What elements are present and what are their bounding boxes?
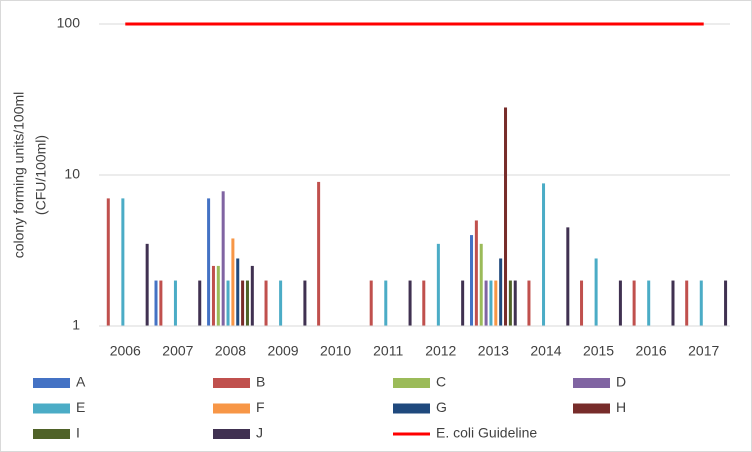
x-tick-label: 2007	[162, 343, 193, 359]
x-tick-label: 2017	[688, 343, 719, 359]
bar	[145, 243, 149, 326]
bar	[685, 280, 689, 326]
y-axis-title-line: colony forming units/100ml	[11, 92, 27, 259]
bar	[504, 107, 508, 327]
bar	[527, 280, 531, 326]
bar	[369, 280, 373, 326]
bar	[384, 280, 388, 326]
legend-swatch	[393, 378, 430, 388]
bar	[618, 280, 622, 326]
bar	[484, 280, 488, 326]
bar	[474, 220, 478, 326]
bar	[211, 265, 215, 326]
bar	[207, 198, 211, 326]
legend-swatch	[573, 378, 610, 388]
legend-label: J	[256, 425, 263, 441]
bar	[461, 280, 465, 326]
x-tick-label: 2016	[636, 343, 667, 359]
legend-label: G	[436, 399, 447, 415]
x-tick-label: 2015	[583, 343, 614, 359]
bar	[489, 280, 493, 326]
bar	[436, 243, 440, 326]
bar	[221, 191, 225, 326]
bar	[724, 280, 728, 326]
x-tick-label: 2009	[267, 343, 298, 359]
bar	[494, 280, 498, 326]
x-tick-label: 2010	[320, 343, 351, 359]
bar	[154, 280, 158, 326]
legend-swatch	[213, 403, 250, 414]
bar	[231, 238, 235, 326]
legend-swatch	[213, 378, 250, 388]
x-tick-label: 2012	[425, 343, 456, 359]
bar	[121, 198, 125, 326]
legend-label: E. coli Guideline	[436, 425, 537, 441]
legend-label: I	[76, 425, 80, 441]
bar	[470, 235, 474, 326]
bar	[236, 258, 240, 326]
bar	[264, 280, 268, 326]
bar	[159, 280, 163, 326]
bar	[508, 280, 512, 326]
bar	[580, 280, 584, 326]
bar	[647, 280, 651, 326]
legend-swatch	[213, 429, 250, 439]
bar	[245, 280, 249, 326]
bar	[198, 280, 202, 326]
legend-label: H	[616, 399, 626, 415]
x-tick-label: 2006	[110, 343, 141, 359]
legend-swatch	[33, 429, 70, 439]
legend-swatch	[33, 403, 70, 414]
bar	[699, 280, 703, 326]
bar	[317, 181, 321, 326]
bar	[479, 243, 483, 326]
y-axis-title: colony forming units/100ml (CFU/100ml)	[11, 92, 49, 259]
x-tick-label: 2011	[373, 343, 403, 359]
legend-label: F	[256, 399, 265, 415]
bar	[566, 227, 570, 326]
legend-label: B	[256, 374, 265, 390]
legend-label: E	[76, 399, 85, 415]
bar	[173, 280, 177, 326]
y-tick-label: 10	[64, 166, 80, 182]
x-tick-label: 2014	[530, 343, 561, 359]
bar	[632, 280, 636, 326]
bar	[422, 280, 426, 326]
bar	[241, 280, 245, 326]
bar	[513, 280, 517, 326]
legend-swatch	[33, 378, 70, 388]
y-tick-label: 100	[57, 15, 81, 31]
legend-swatch	[393, 403, 430, 414]
bar	[279, 280, 283, 326]
legend-label: A	[76, 374, 86, 390]
bar	[542, 183, 546, 326]
y-axis-title-line: (CFU/100ml)	[33, 135, 49, 215]
bar	[106, 198, 110, 326]
bar	[594, 258, 598, 326]
bar	[216, 265, 220, 326]
x-tick-label: 2008	[215, 343, 246, 359]
bar	[303, 280, 307, 326]
bar	[671, 280, 675, 326]
bar	[499, 258, 503, 326]
y-tick-label: 1	[72, 317, 80, 333]
x-tick-label: 2013	[478, 343, 509, 359]
legend-label: D	[616, 374, 626, 390]
bar	[250, 265, 254, 326]
bar	[226, 280, 230, 326]
bar	[408, 280, 412, 326]
legend-swatch	[573, 403, 610, 414]
legend-label: C	[436, 374, 446, 390]
